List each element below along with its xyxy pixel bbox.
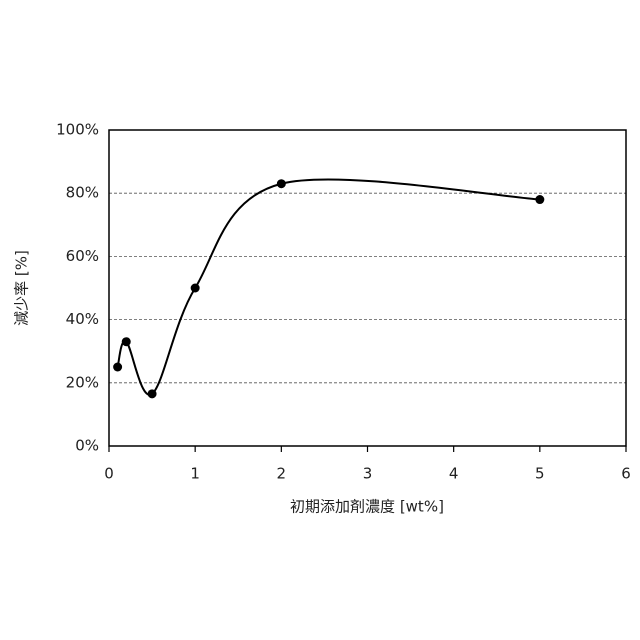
y-tick-label: 0%	[75, 437, 99, 455]
x-tick-label: 0	[104, 465, 114, 483]
point	[113, 363, 122, 372]
x-tick-label: 3	[363, 465, 373, 483]
x-tick-label: 1	[190, 465, 200, 483]
x-axis-label: 初期添加剤濃度 [wt%]	[290, 498, 444, 516]
plot-border	[109, 130, 626, 446]
x-tick-label: 6	[621, 465, 631, 483]
point	[535, 195, 544, 204]
y-tick-label: 80%	[66, 184, 99, 202]
y-tick-label: 60%	[66, 247, 99, 265]
y-tick-label: 100%	[56, 121, 99, 139]
point	[148, 389, 157, 398]
y-tick-label: 20%	[66, 373, 99, 391]
line	[118, 179, 540, 394]
chart: 初期添加剤濃度 [wt%] 減少率 [%] 0% 20% 40% 60% 80% 100%…	[0, 0, 640, 640]
point	[122, 337, 131, 346]
y-axis-label: 減少率 [%]	[13, 250, 31, 326]
x-tick-label: 5	[535, 465, 545, 483]
point	[191, 284, 200, 293]
x-tick-label: 4	[449, 465, 459, 483]
x-tick-label: 2	[277, 465, 287, 483]
y-tick-label: 40%	[66, 310, 99, 328]
point	[277, 179, 286, 188]
